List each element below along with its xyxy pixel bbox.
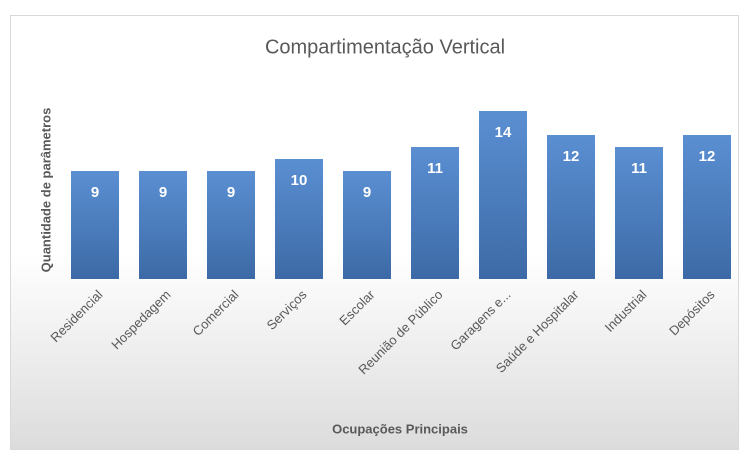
bar — [683, 135, 731, 279]
value-label: 10 — [291, 172, 308, 189]
value-label: 12 — [699, 148, 716, 165]
y-axis-title: Quantidade de parâmetros — [38, 108, 53, 273]
value-label: 12 — [563, 148, 580, 165]
value-label: 11 — [427, 160, 443, 177]
bar — [139, 171, 187, 279]
bar — [207, 171, 255, 279]
bar — [547, 135, 595, 279]
bar — [71, 171, 119, 279]
value-label: 9 — [159, 184, 167, 201]
bar — [615, 147, 663, 279]
value-label: 11 — [631, 160, 647, 177]
chart-title: Compartimentação Vertical — [265, 36, 505, 58]
value-label: 9 — [227, 184, 235, 201]
bar — [411, 147, 459, 279]
bar — [343, 171, 391, 279]
x-axis-title: Ocupações Principais — [332, 421, 468, 436]
bar — [275, 159, 323, 279]
value-label: 14 — [495, 124, 512, 141]
value-label: 9 — [91, 184, 99, 201]
value-label: 9 — [363, 184, 371, 201]
bar — [479, 111, 527, 279]
